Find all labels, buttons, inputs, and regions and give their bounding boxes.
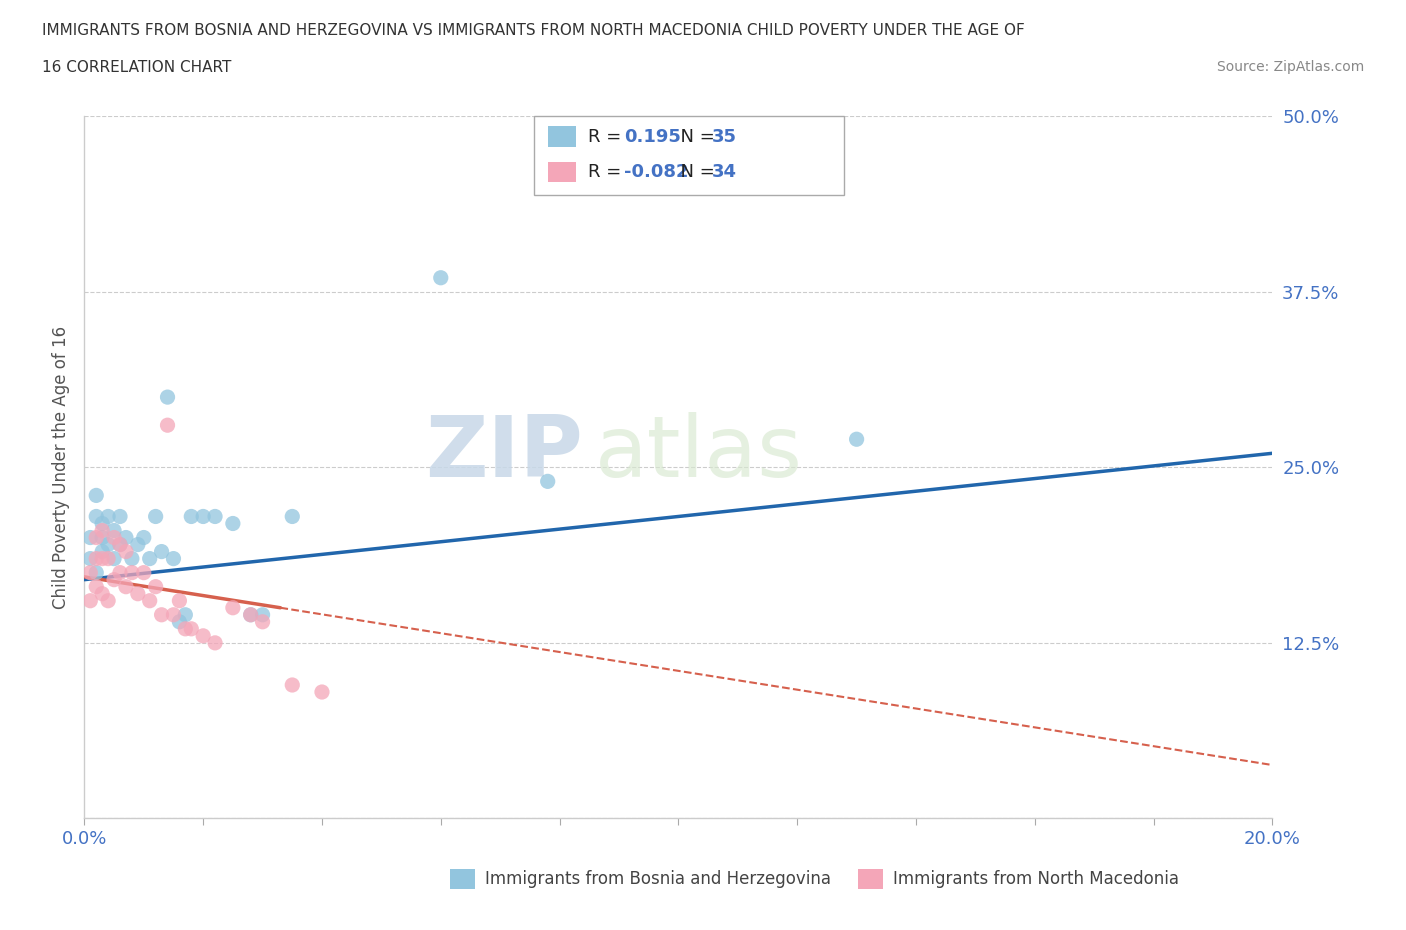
Point bbox=[84, 551, 107, 566]
Point bbox=[204, 509, 226, 524]
Point bbox=[115, 530, 138, 545]
Point bbox=[79, 593, 101, 608]
Text: 16 CORRELATION CHART: 16 CORRELATION CHART bbox=[42, 60, 232, 75]
Point bbox=[97, 509, 120, 524]
Point bbox=[430, 271, 453, 286]
Point bbox=[174, 621, 197, 636]
Point bbox=[162, 551, 184, 566]
Point bbox=[103, 523, 125, 538]
Point bbox=[79, 530, 101, 545]
Point bbox=[91, 551, 114, 566]
Point bbox=[91, 530, 114, 545]
Point bbox=[79, 565, 101, 580]
Point bbox=[108, 565, 131, 580]
Point bbox=[222, 601, 245, 616]
Point bbox=[84, 565, 107, 580]
Point bbox=[97, 551, 120, 566]
Point bbox=[252, 607, 274, 622]
Point bbox=[169, 593, 191, 608]
Point bbox=[156, 390, 179, 405]
Point bbox=[84, 509, 107, 524]
Point bbox=[162, 607, 184, 622]
Point bbox=[121, 551, 143, 566]
Point bbox=[150, 607, 173, 622]
Text: ZIP: ZIP bbox=[426, 412, 583, 495]
Point bbox=[91, 523, 114, 538]
Point bbox=[252, 615, 274, 630]
Y-axis label: Child Poverty Under the Age of 16: Child Poverty Under the Age of 16 bbox=[52, 326, 70, 609]
Point bbox=[103, 572, 125, 587]
Point bbox=[537, 474, 560, 489]
Point bbox=[108, 538, 131, 552]
Point bbox=[115, 544, 138, 559]
Text: IMMIGRANTS FROM BOSNIA AND HERZEGOVINA VS IMMIGRANTS FROM NORTH MACEDONIA CHILD : IMMIGRANTS FROM BOSNIA AND HERZEGOVINA V… bbox=[42, 23, 1025, 38]
Point bbox=[281, 509, 304, 524]
Point bbox=[145, 509, 167, 524]
Point bbox=[222, 516, 245, 531]
Point bbox=[103, 551, 125, 566]
Text: Source: ZipAtlas.com: Source: ZipAtlas.com bbox=[1216, 60, 1364, 74]
Point bbox=[145, 579, 167, 594]
Text: Immigrants from Bosnia and Herzegovina: Immigrants from Bosnia and Herzegovina bbox=[485, 870, 831, 888]
Text: R =: R = bbox=[588, 127, 627, 146]
Point bbox=[91, 516, 114, 531]
Point bbox=[132, 530, 155, 545]
Point bbox=[239, 607, 262, 622]
Point bbox=[180, 621, 202, 636]
Point bbox=[311, 684, 333, 699]
Point bbox=[127, 586, 149, 601]
Point bbox=[150, 544, 173, 559]
Point bbox=[156, 418, 179, 432]
Point bbox=[169, 615, 191, 630]
Text: R =: R = bbox=[588, 163, 627, 181]
Point bbox=[91, 544, 114, 559]
Text: 0.195: 0.195 bbox=[624, 127, 681, 146]
Point bbox=[132, 565, 155, 580]
Point bbox=[191, 509, 215, 524]
Point bbox=[84, 530, 107, 545]
Point bbox=[239, 607, 262, 622]
Point bbox=[138, 593, 160, 608]
Point bbox=[97, 593, 120, 608]
Point bbox=[108, 509, 131, 524]
Point bbox=[91, 586, 114, 601]
Point bbox=[204, 635, 226, 650]
Point bbox=[127, 538, 149, 552]
Text: Immigrants from North Macedonia: Immigrants from North Macedonia bbox=[893, 870, 1178, 888]
Point bbox=[845, 432, 868, 446]
Point bbox=[79, 551, 101, 566]
Text: N =: N = bbox=[669, 163, 721, 181]
Point bbox=[138, 551, 160, 566]
Text: 34: 34 bbox=[711, 163, 737, 181]
Point bbox=[180, 509, 202, 524]
Point bbox=[115, 579, 138, 594]
Point bbox=[108, 538, 131, 552]
Point bbox=[174, 607, 197, 622]
Point bbox=[191, 629, 215, 644]
Text: 35: 35 bbox=[711, 127, 737, 146]
Point bbox=[84, 488, 107, 503]
Text: N =: N = bbox=[669, 127, 721, 146]
Text: atlas: atlas bbox=[595, 412, 803, 495]
Point bbox=[84, 579, 107, 594]
Text: -0.082: -0.082 bbox=[624, 163, 689, 181]
Point bbox=[281, 678, 304, 693]
Point bbox=[121, 565, 143, 580]
Point bbox=[103, 530, 125, 545]
Point bbox=[97, 538, 120, 552]
